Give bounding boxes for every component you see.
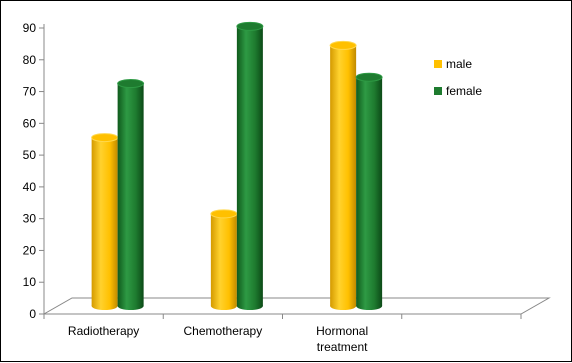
y-tick-label: 90 (23, 21, 37, 35)
bar-male-0-cap (91, 133, 119, 143)
bar-female-2-base (356, 302, 383, 310)
y-tick-label: 20 (23, 243, 37, 257)
legend-swatch-female (434, 87, 442, 95)
legend-label-female: female (446, 84, 482, 98)
y-tick-label: 10 (23, 275, 37, 289)
bar-male-2-cap (329, 40, 357, 50)
bar-male-1-cap (210, 209, 238, 219)
bar-male-0 (91, 137, 118, 306)
bar-female-1 (236, 26, 263, 306)
y-tick-label: 40 (23, 180, 37, 194)
x-category-label: treatment (317, 340, 368, 354)
bar-male-2 (330, 45, 357, 307)
x-category-label: Radiotherapy (68, 324, 139, 338)
legend-label-male: male (446, 57, 472, 71)
bar-male-2-base (330, 302, 357, 310)
y-tick-label: 50 (23, 148, 37, 162)
bar-male-1-base (210, 302, 237, 310)
bar-female-1-base (236, 302, 263, 310)
bar-female-1-cap (236, 21, 264, 31)
bar-female-0-base (117, 302, 144, 310)
y-tick-label: 30 (23, 212, 37, 226)
bar-female-0 (117, 83, 144, 306)
y-tick-label: 60 (23, 116, 37, 130)
x-category-label: Chemotherapy (184, 324, 263, 338)
y-tick-label: 80 (23, 53, 37, 67)
x-category-label: Hormonal (316, 324, 368, 338)
bar-female-2-cap (355, 72, 383, 82)
legend-swatch-male (434, 60, 442, 68)
y-tick-label: 0 (29, 307, 36, 321)
y-tick-label: 70 (23, 85, 37, 99)
bar-male-0-base (91, 302, 118, 310)
bar-female-0-cap (117, 79, 145, 89)
bar-male-1 (210, 213, 237, 306)
bar-female-2 (356, 77, 383, 306)
